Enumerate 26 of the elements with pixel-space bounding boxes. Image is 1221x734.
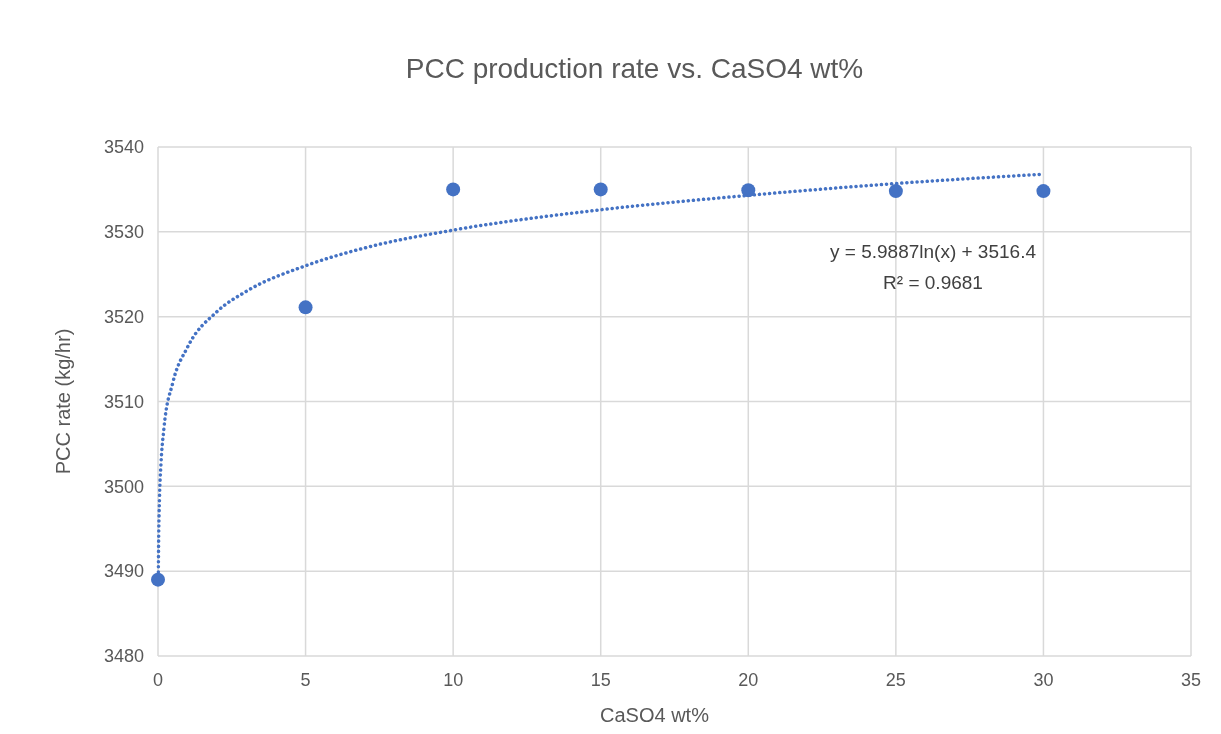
chart-title: PCC production rate vs. CaSO4 wt% [405,53,864,84]
x-axis-title: CaSO4 wt% [600,704,710,726]
y-tick-label: 3540 [103,137,144,158]
point [888,184,903,199]
point [593,182,608,197]
y-tick-label: 3500 [103,476,144,497]
y-tick-label: 3520 [103,306,144,327]
y-tick-label: 3480 [103,646,144,667]
x-tick-label: 15 [590,670,611,690]
x-tick-label: 10 [443,670,464,690]
x-tick-label: 25 [885,670,906,690]
point [446,182,461,197]
annotation: R² = 0.9681 [883,272,983,293]
x-tick-label: 35 [1180,670,1202,690]
y-axis-title: PCC rate (kg/hr) [52,328,74,475]
point [298,300,313,315]
annotation: y = 5.9887ln(x) + 3516.4 [830,241,1037,262]
x-tick-label: 30 [1033,670,1054,690]
y-tick-label: 3510 [103,391,144,412]
point [1036,184,1051,199]
y-tick-label: 3530 [103,222,144,243]
x-tick-label: 0 [152,670,164,690]
y-tick-label: 3490 [103,561,144,582]
point [151,572,165,587]
x-tick-label: 5 [300,670,311,690]
x-tick-label: 20 [738,670,759,690]
